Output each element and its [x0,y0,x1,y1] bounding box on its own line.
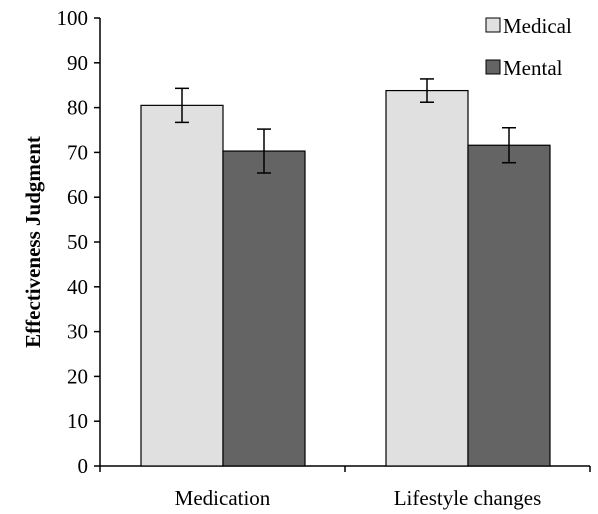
y-tick-label: 60 [67,185,88,209]
y-tick-label: 10 [67,409,88,433]
y-tick-label: 0 [78,454,89,478]
legend: Medical Mental [485,14,572,80]
x-tick-label: Lifestyle changes [394,486,542,510]
bar [467,144,551,467]
legend-swatch [485,59,501,75]
y-tick-label: 50 [67,230,88,254]
bars [140,89,551,467]
bar [222,150,306,467]
y-tick-label: 90 [67,51,88,75]
y-tick-label: 40 [67,275,88,299]
y-tick-label: 30 [67,320,88,344]
x-axis: Medication Lifestyle changes [99,465,591,510]
y-tick-label: 80 [67,96,88,120]
legend-label: Medical [503,14,572,38]
y-tick-label: 20 [67,364,88,388]
bar [140,104,224,467]
y-axis: 0 10 20 30 40 50 60 70 80 90 100 [57,6,101,478]
y-tick-label: 70 [67,140,88,164]
x-tick-label: Medication [175,486,271,510]
y-axis-label: Effectiveness Judgment [21,136,45,348]
y-tick-label: 100 [57,6,89,30]
error-bars [175,78,516,174]
legend-label: Mental [503,56,563,80]
bar [385,89,469,467]
legend-swatch [485,17,501,33]
